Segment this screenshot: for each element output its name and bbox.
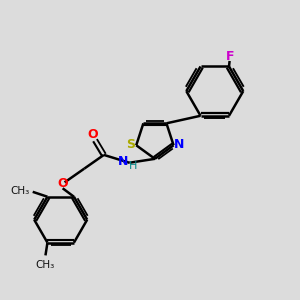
Text: O: O bbox=[58, 177, 68, 190]
Text: S: S bbox=[126, 138, 135, 151]
Text: CH₃: CH₃ bbox=[10, 186, 29, 196]
Text: N: N bbox=[118, 155, 128, 168]
Text: F: F bbox=[226, 50, 234, 63]
Text: N: N bbox=[174, 138, 184, 151]
Text: H: H bbox=[129, 161, 137, 171]
Text: O: O bbox=[88, 128, 98, 141]
Text: CH₃: CH₃ bbox=[36, 260, 55, 270]
